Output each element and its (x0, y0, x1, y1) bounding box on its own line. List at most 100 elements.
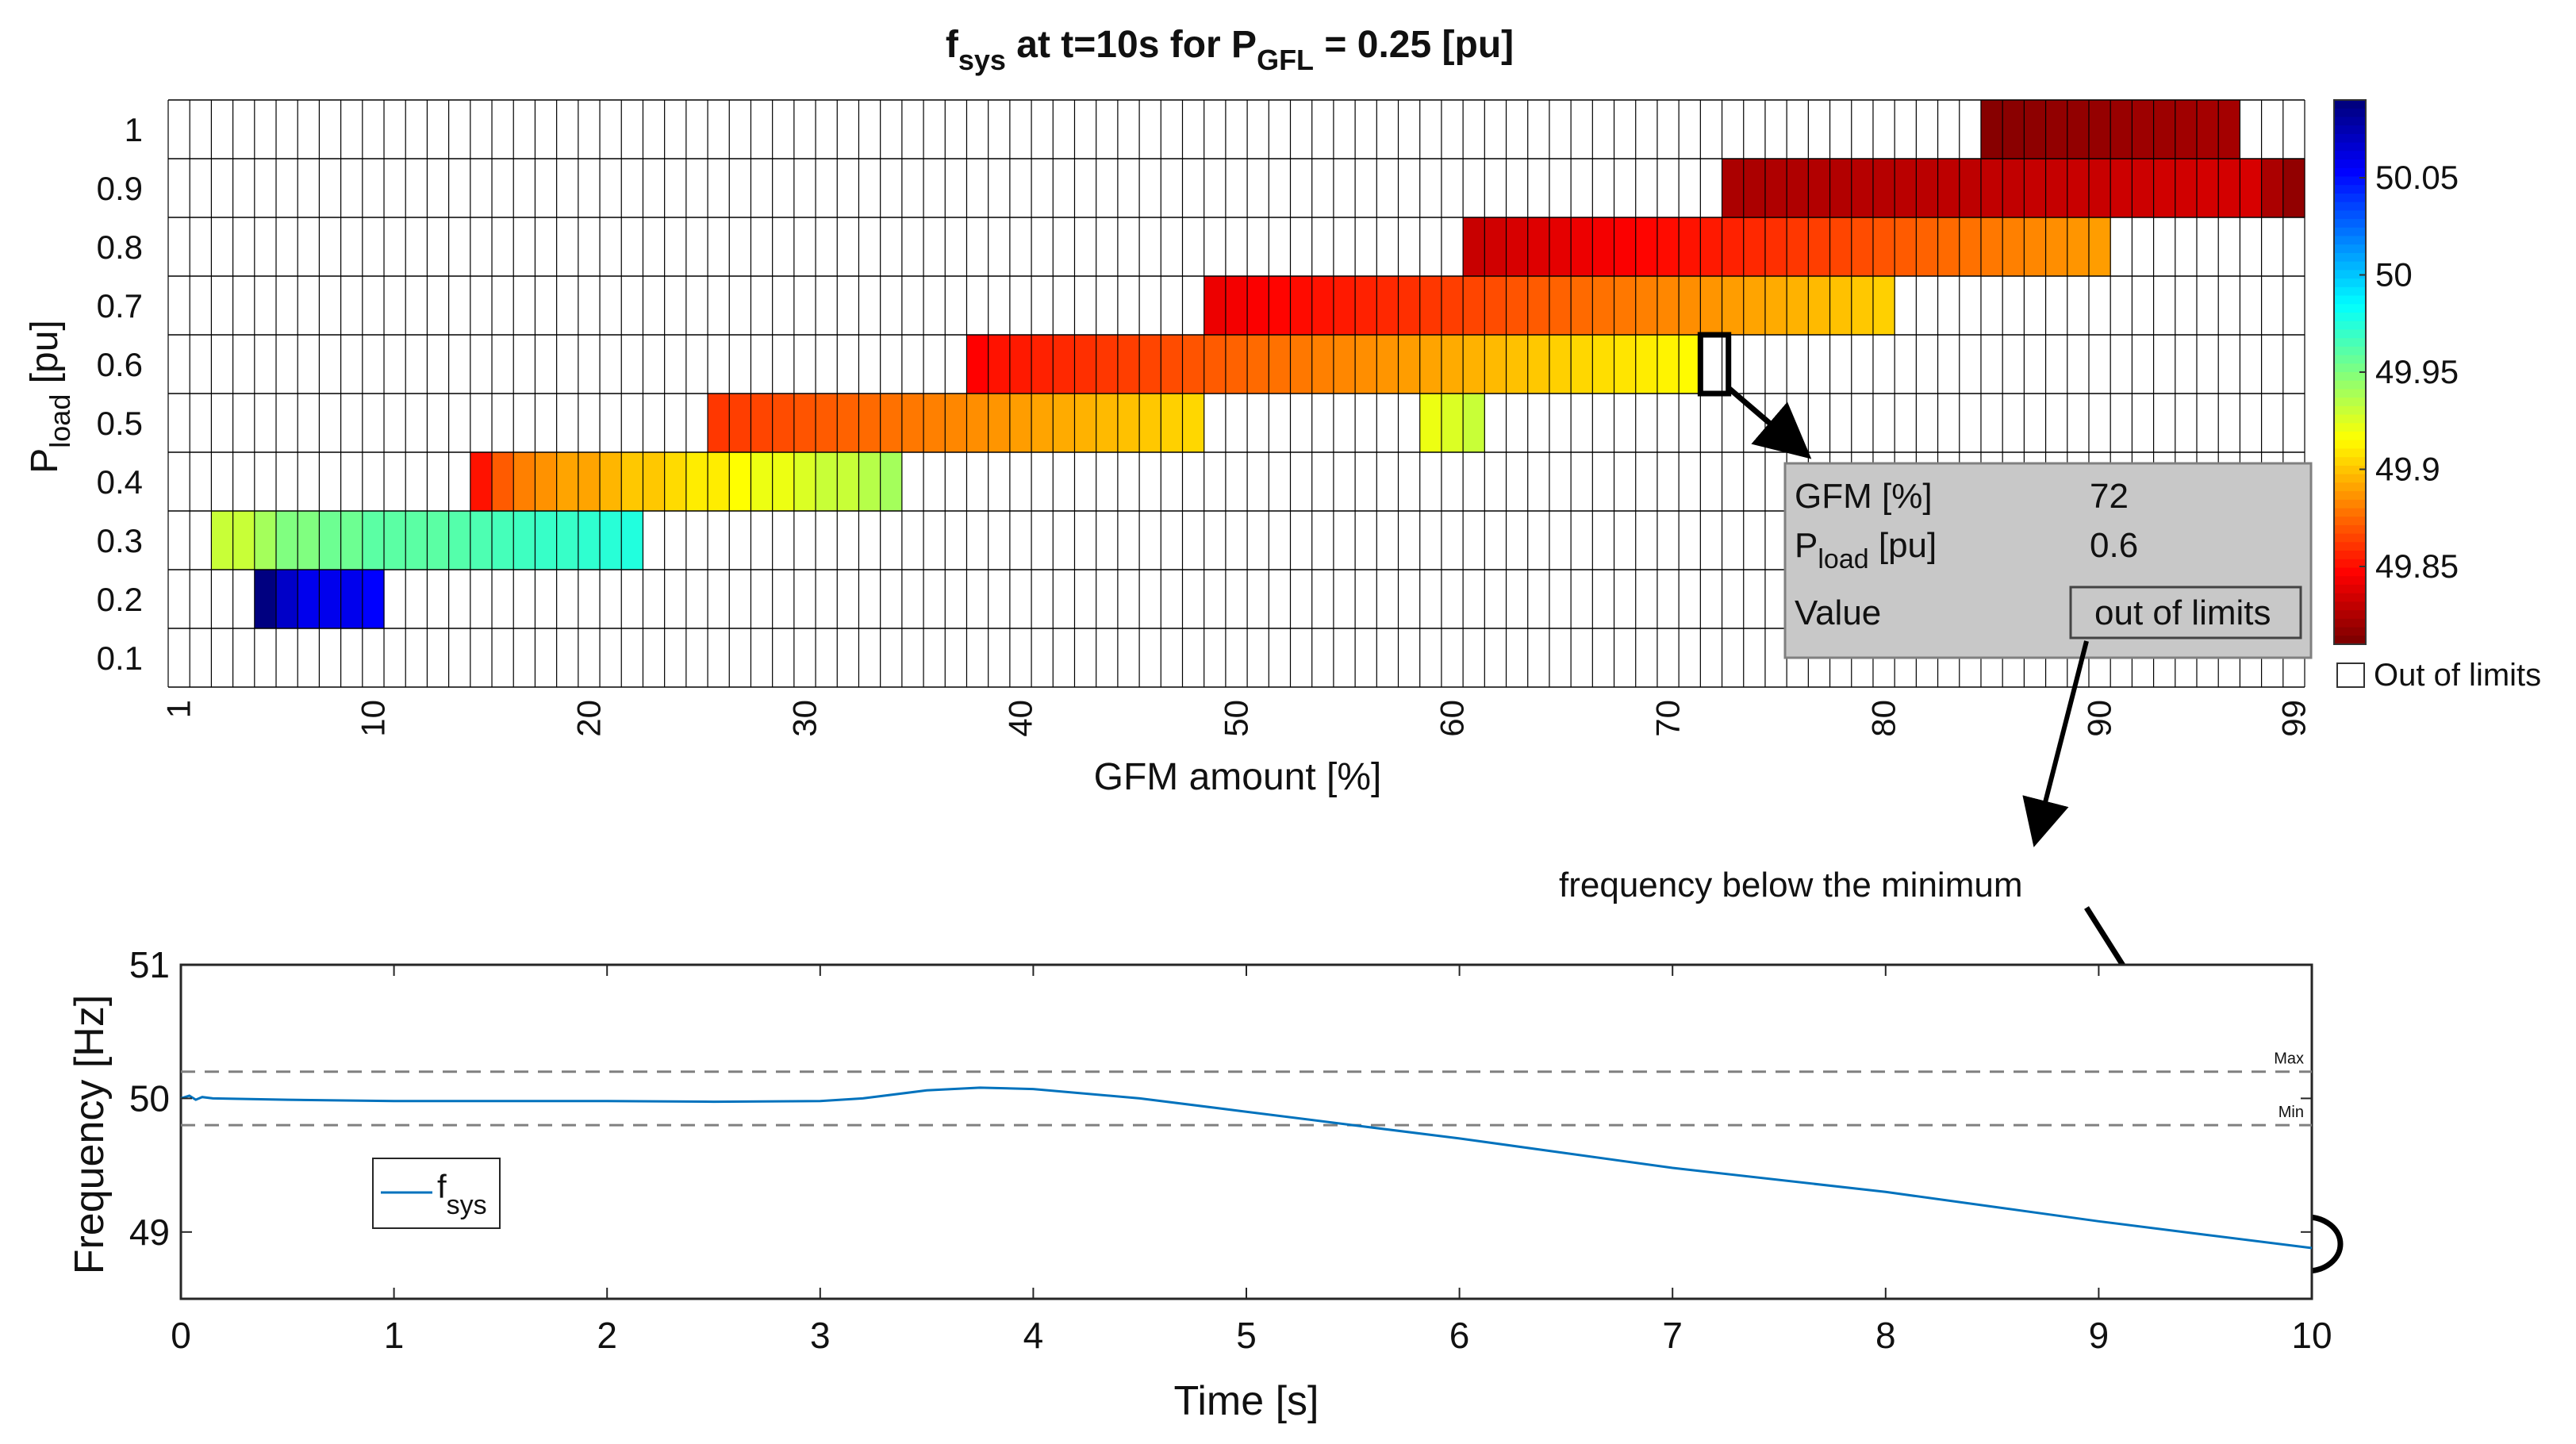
heatmap-cell[interactable] (1657, 217, 1680, 276)
heatmap-cell[interactable] (1527, 335, 1550, 394)
heatmap-cell[interactable] (1743, 276, 1766, 335)
heatmap-cell[interactable] (1096, 394, 1119, 452)
heatmap-cell[interactable] (2175, 159, 2198, 217)
heatmap-cell[interactable] (1527, 217, 1550, 276)
heatmap-cell[interactable] (2024, 159, 2047, 217)
heatmap-cell[interactable] (340, 511, 363, 570)
heatmap-cell[interactable] (1787, 159, 1809, 217)
heatmap-cell[interactable] (2067, 159, 2090, 217)
heatmap-cell[interactable] (621, 511, 644, 570)
heatmap-cell[interactable] (535, 511, 558, 570)
heatmap-cell[interactable] (1484, 335, 1507, 394)
heatmap-cell[interactable] (1679, 217, 1701, 276)
heatmap-cell[interactable] (1139, 394, 1161, 452)
heatmap-cell[interactable] (578, 452, 601, 511)
heatmap-cell[interactable] (1657, 335, 1680, 394)
heatmap-cell[interactable] (1657, 276, 1680, 335)
heatmap-cell[interactable] (1117, 335, 1140, 394)
heatmap-cell[interactable] (1031, 335, 1054, 394)
heatmap-cell[interactable] (2024, 100, 2047, 159)
heatmap-cell[interactable] (2153, 159, 2176, 217)
heatmap-cell[interactable] (1592, 335, 1615, 394)
heatmap-cell[interactable] (858, 394, 881, 452)
heatmap-cell[interactable] (2218, 100, 2240, 159)
heatmap-cell[interactable] (1333, 335, 1356, 394)
heatmap-cell[interactable] (2175, 100, 2198, 159)
heatmap-cell[interactable] (1895, 217, 1917, 276)
heatmap-cell[interactable] (1247, 335, 1269, 394)
heatmap-cell[interactable] (1139, 335, 1161, 394)
heatmap-cell[interactable] (988, 394, 1011, 452)
heatmap-cell[interactable] (1787, 276, 1809, 335)
heatmap-cell[interactable] (1506, 276, 1529, 335)
heatmap-cell[interactable] (1571, 335, 1593, 394)
heatmap-cell[interactable] (1872, 276, 1895, 335)
heatmap-cell[interactable] (556, 452, 579, 511)
heatmap-cell[interactable] (405, 511, 428, 570)
heatmap-cell[interactable] (492, 452, 514, 511)
heatmap-cell[interactable] (1311, 335, 1334, 394)
heatmap-cell[interactable] (837, 394, 860, 452)
heatmap-cell[interactable] (1376, 335, 1399, 394)
heatmap-cell[interactable] (1937, 159, 1960, 217)
heatmap-cell[interactable] (1484, 217, 1507, 276)
heatmap-cell[interactable] (2088, 159, 2111, 217)
heatmap-cell[interactable] (1009, 335, 1032, 394)
heatmap-cell[interactable] (384, 511, 406, 570)
heatmap-cell[interactable] (1829, 217, 1852, 276)
heatmap-cell[interactable] (1269, 276, 1292, 335)
heatmap-cell[interactable] (1182, 335, 1205, 394)
heatmap-cell[interactable] (2132, 100, 2155, 159)
heatmap-cell[interactable] (708, 452, 730, 511)
heatmap-cell[interactable] (2002, 159, 2025, 217)
heatmap-cell[interactable] (988, 335, 1011, 394)
heatmap-cell[interactable] (1419, 335, 1442, 394)
heatmap-cell[interactable] (1355, 276, 1377, 335)
heatmap-cell[interactable] (1463, 335, 1485, 394)
heatmap-cell[interactable] (2240, 159, 2263, 217)
heatmap-cell[interactable] (1096, 335, 1119, 394)
heatmap-cell[interactable] (880, 452, 903, 511)
heatmap-cell[interactable] (556, 511, 579, 570)
heatmap-cell[interactable] (1419, 276, 1442, 335)
heatmap-cell[interactable] (448, 511, 471, 570)
heatmap-cell[interactable] (1571, 276, 1593, 335)
heatmap-cell[interactable] (2088, 217, 2111, 276)
heatmap-cell[interactable] (2282, 159, 2305, 217)
heatmap-cell[interactable] (1053, 335, 1076, 394)
heatmap-cell[interactable] (945, 394, 968, 452)
heatmap-cell[interactable] (816, 452, 838, 511)
heatmap-cell[interactable] (1614, 217, 1637, 276)
heatmap-cell[interactable] (1722, 159, 1745, 217)
heatmap-cell[interactable] (2002, 217, 2025, 276)
heatmap-cell[interactable] (276, 570, 298, 628)
heatmap-cell[interactable] (298, 570, 321, 628)
heatmap-cell[interactable] (923, 394, 946, 452)
heatmap-cell[interactable] (772, 452, 795, 511)
heatmap-cell[interactable] (513, 511, 536, 570)
heatmap-cell[interactable] (2110, 159, 2133, 217)
heatmap-cell[interactable] (729, 452, 752, 511)
heatmap-cell[interactable] (1398, 276, 1421, 335)
heatmap-cell[interactable] (470, 511, 493, 570)
heatmap-cell[interactable] (901, 394, 924, 452)
heatmap-cell[interactable] (1182, 394, 1205, 452)
heatmap-cell[interactable] (2196, 159, 2219, 217)
heatmap-cell[interactable] (966, 335, 989, 394)
heatmap-cell[interactable] (1679, 335, 1701, 394)
heatmap-cell[interactable] (232, 511, 255, 570)
heatmap-cell[interactable] (1787, 217, 1809, 276)
heatmap-cell[interactable] (1851, 159, 1874, 217)
heatmap-cell[interactable] (1808, 217, 1831, 276)
heatmap-cell[interactable] (793, 394, 816, 452)
heatmap-cell[interactable] (1614, 276, 1637, 335)
heatmap-cell[interactable] (1829, 159, 1852, 217)
heatmap-cell[interactable] (1829, 276, 1852, 335)
heatmap-cell[interactable] (2067, 217, 2090, 276)
heatmap-cell[interactable] (600, 452, 622, 511)
heatmap-cell[interactable] (1355, 335, 1377, 394)
heatmap-cell[interactable] (1225, 276, 1248, 335)
heatmap-cell[interactable] (1506, 335, 1529, 394)
heatmap-cell[interactable] (1808, 276, 1831, 335)
heatmap-cell[interactable] (643, 452, 666, 511)
